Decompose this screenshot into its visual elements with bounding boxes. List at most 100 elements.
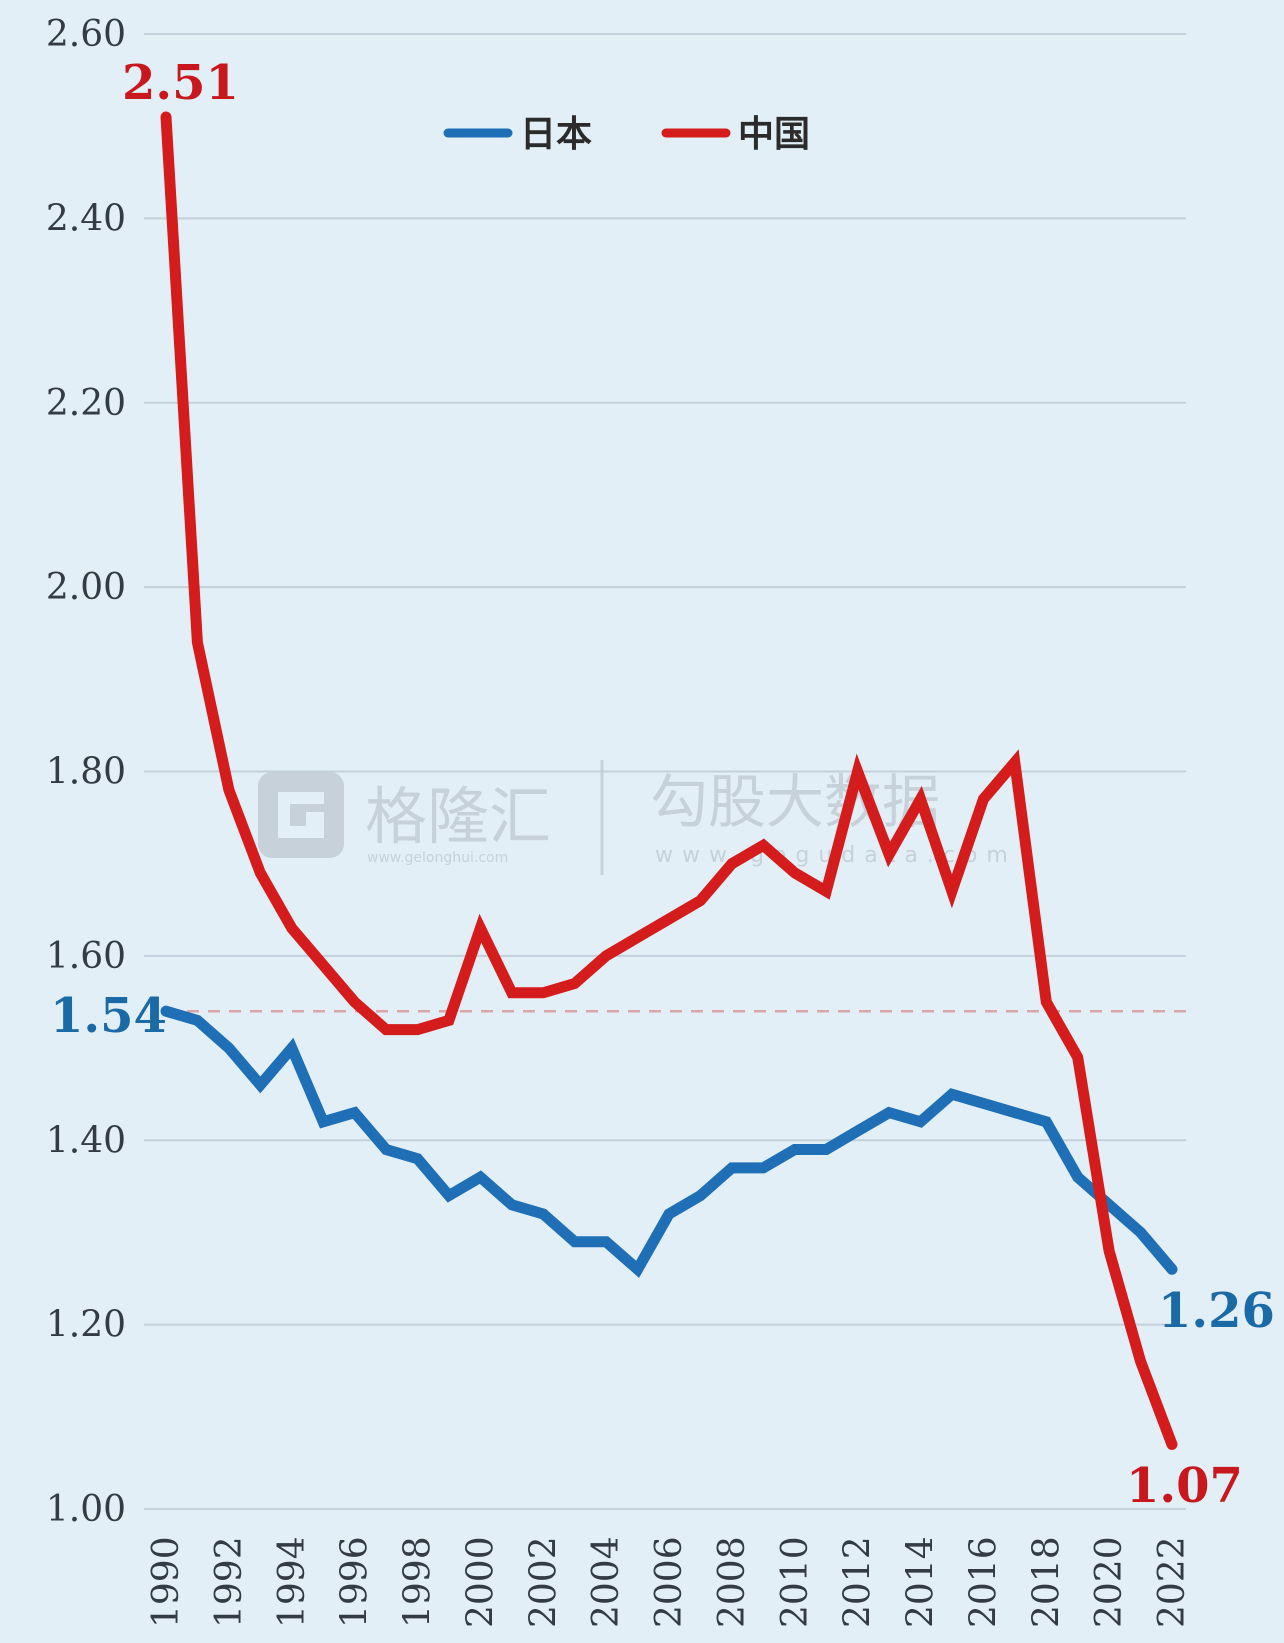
japan-point-2019 bbox=[1076, 1175, 1080, 1179]
x-tick-label: 2012 bbox=[838, 1536, 879, 1628]
china-point-2007 bbox=[698, 899, 702, 903]
china-point-1999 bbox=[447, 1018, 451, 1022]
japan-point-1996 bbox=[353, 1111, 357, 1115]
china-point-1993 bbox=[258, 871, 262, 875]
japan-point-1990 bbox=[164, 1009, 168, 1013]
china-point-2013 bbox=[887, 853, 891, 856]
japan-point-2014 bbox=[919, 1120, 922, 1124]
china-point-2017 bbox=[1013, 760, 1017, 764]
china-point-2021 bbox=[1139, 1360, 1143, 1363]
japan-point-1997 bbox=[384, 1148, 388, 1151]
x-tick-label: 2010 bbox=[775, 1536, 816, 1628]
x-tick-label: 1992 bbox=[209, 1536, 250, 1628]
data-points bbox=[164, 115, 1174, 1446]
x-tick-label: 1990 bbox=[146, 1536, 187, 1628]
china-point-2016 bbox=[981, 797, 985, 801]
japan-point-2021 bbox=[1139, 1230, 1143, 1234]
legend-label-china: 中国 bbox=[738, 114, 810, 155]
china-point-2004 bbox=[604, 954, 608, 958]
watermark-app: 勾股大数据 bbox=[650, 768, 940, 836]
y-tick-label: 2.00 bbox=[46, 567, 126, 608]
china-point-1998 bbox=[416, 1028, 419, 1032]
japan-point-2008 bbox=[730, 1166, 734, 1170]
china-point-1991 bbox=[195, 640, 199, 644]
y-tick-label: 1.60 bbox=[46, 936, 126, 977]
china-point-1992 bbox=[227, 788, 231, 792]
japan-point-2000 bbox=[478, 1175, 482, 1179]
legend-item-japan: 日本 bbox=[443, 114, 592, 155]
annotation-japan-2022: 1.26 bbox=[1158, 1283, 1275, 1339]
china-point-2018 bbox=[1044, 1000, 1048, 1004]
japan-point-1991 bbox=[195, 1018, 199, 1022]
japan-point-2022 bbox=[1170, 1267, 1174, 1271]
japan-point-1999 bbox=[447, 1194, 451, 1198]
x-tick-label: 2014 bbox=[901, 1536, 942, 1628]
japan-point-2013 bbox=[887, 1111, 891, 1115]
x-tick-label: 2016 bbox=[963, 1536, 1004, 1628]
china-point-2008 bbox=[730, 862, 734, 866]
japan-point-2003 bbox=[573, 1240, 577, 1244]
china-point-1994 bbox=[290, 926, 294, 930]
x-tick-label: 2006 bbox=[649, 1536, 690, 1628]
gelonghui-logo-icon bbox=[258, 772, 344, 858]
japan-point-2018 bbox=[1044, 1120, 1048, 1124]
y-tick-label: 2.40 bbox=[46, 198, 126, 239]
japan-point-2016 bbox=[981, 1101, 985, 1105]
x-tick-label: 1998 bbox=[398, 1536, 439, 1628]
x-tick-label: 2018 bbox=[1026, 1536, 1067, 1628]
japan-point-1994 bbox=[290, 1046, 294, 1050]
y-tick-label: 1.00 bbox=[46, 1489, 126, 1530]
x-tick-label: 2004 bbox=[586, 1536, 627, 1628]
legend-label-japan: 日本 bbox=[520, 114, 592, 155]
annotation-japan-1990: 1.54 bbox=[50, 988, 167, 1044]
china-point-2014 bbox=[919, 797, 922, 801]
x-tick-label: 2002 bbox=[523, 1536, 564, 1628]
china-point-1995 bbox=[321, 963, 325, 967]
china-point-2012 bbox=[856, 770, 860, 773]
japan-point-2012 bbox=[856, 1129, 860, 1133]
x-tick-label: 1996 bbox=[335, 1536, 376, 1628]
japan-point-2007 bbox=[698, 1194, 702, 1198]
china-point-2001 bbox=[510, 991, 514, 995]
x-tick-label: 2000 bbox=[460, 1536, 501, 1628]
y-axis-tick-labels: 2.60 2.40 2.20 2.00 1.80 1.60 1.40 1.20 1.00 bbox=[46, 14, 126, 1530]
y-tick-label: 1.40 bbox=[46, 1120, 126, 1161]
japan-point-2005 bbox=[636, 1267, 640, 1271]
china-point-2002 bbox=[541, 991, 545, 995]
china-point-2000 bbox=[478, 926, 482, 930]
japan-point-2011 bbox=[824, 1148, 828, 1151]
annotation-china-1990: 2.51 bbox=[122, 55, 239, 111]
japan-point-2002 bbox=[541, 1212, 545, 1216]
watermark-brand: 格隆汇 bbox=[365, 780, 551, 853]
japan-point-2015 bbox=[950, 1092, 954, 1096]
x-tick-label: 1994 bbox=[272, 1536, 313, 1628]
china-point-2006 bbox=[667, 917, 671, 921]
annotations: 2.51 1.54 1.26 1.07 bbox=[50, 55, 1275, 1514]
japan-point-1998 bbox=[416, 1157, 419, 1161]
china-point-2011 bbox=[824, 889, 828, 893]
x-tick-label: 2020 bbox=[1089, 1536, 1130, 1628]
watermark-brand-url: www.gelonghui.com bbox=[367, 850, 508, 866]
china-point-2003 bbox=[573, 982, 577, 985]
japan-point-2017 bbox=[1013, 1111, 1017, 1115]
japan-point-2001 bbox=[510, 1203, 514, 1207]
japan-point-1995 bbox=[321, 1120, 325, 1124]
y-tick-label: 1.80 bbox=[46, 752, 126, 793]
china-point-2020 bbox=[1107, 1249, 1111, 1253]
x-tick-label: 2008 bbox=[712, 1536, 753, 1628]
china-point-1990 bbox=[164, 115, 168, 119]
japan-point-2020 bbox=[1107, 1203, 1111, 1207]
china-point-2022 bbox=[1170, 1443, 1174, 1446]
legend: 日本 中国 bbox=[443, 114, 810, 155]
china-point-1997 bbox=[384, 1028, 388, 1032]
china-point-2015 bbox=[950, 889, 954, 893]
japan-point-1992 bbox=[227, 1046, 231, 1050]
annotation-china-2022: 1.07 bbox=[1126, 1458, 1243, 1514]
china-point-2019 bbox=[1076, 1055, 1080, 1059]
china-point-1996 bbox=[353, 1000, 357, 1004]
x-tick-label: 2022 bbox=[1152, 1536, 1193, 1628]
japan-point-2009 bbox=[761, 1166, 765, 1170]
china-point-2010 bbox=[793, 871, 797, 875]
